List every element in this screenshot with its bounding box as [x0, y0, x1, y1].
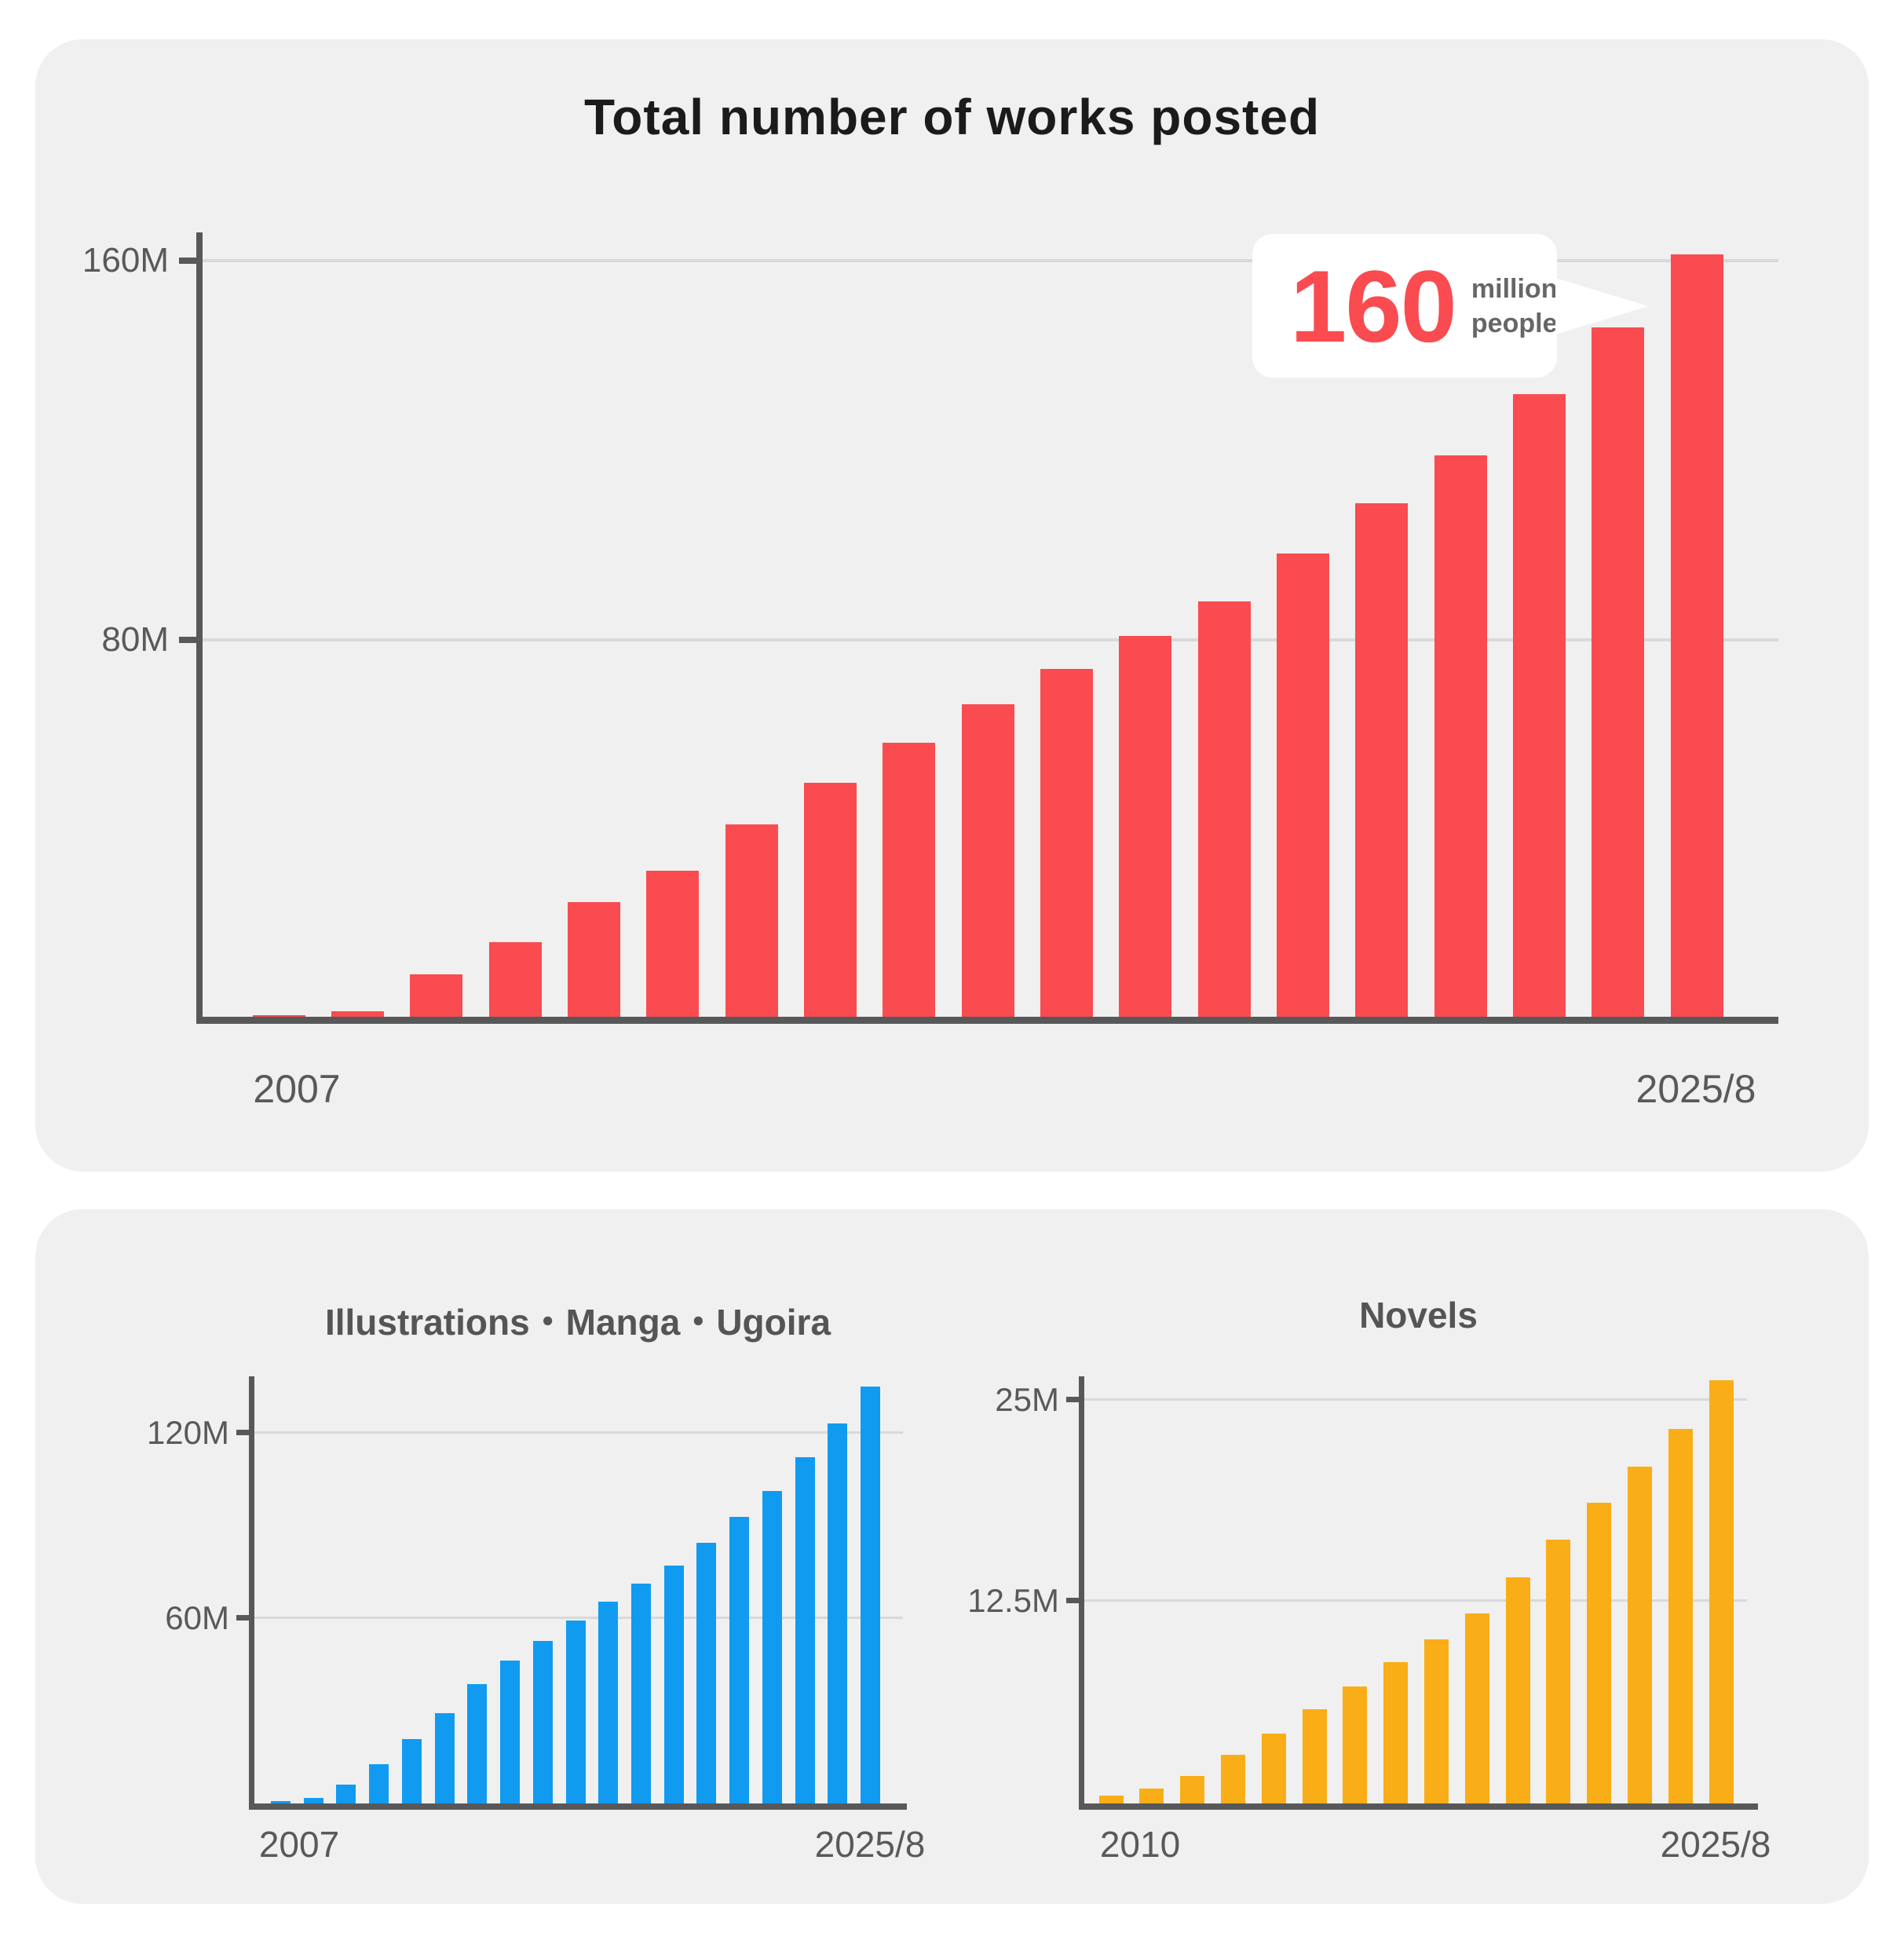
illust-y-axis-line	[249, 1376, 254, 1809]
total-ytick-label-80m: 80M	[101, 620, 169, 659]
illust-tick-60m	[236, 1615, 250, 1621]
illust-bar-plot	[251, 1376, 904, 1803]
novels-tick-25m	[1066, 1397, 1080, 1402]
novels-bar-2022	[1587, 1502, 1612, 1803]
novels-bar-2025/8	[1708, 1380, 1734, 1803]
novels-bar-2023	[1627, 1467, 1652, 1803]
novels-bar-2020	[1505, 1577, 1530, 1803]
total-bar-2022	[1434, 455, 1487, 1017]
illust-ytick-label-120m: 120M	[146, 1414, 229, 1451]
total-bar-2010	[488, 942, 542, 1017]
novels-y-axis-line	[1079, 1376, 1084, 1809]
total-bar-2020	[1277, 554, 1330, 1017]
illust-chart-title: Illustrations・Manga・Ugoira	[324, 1302, 831, 1343]
illust-xtick-label-last: 2025/8	[814, 1824, 926, 1865]
novels-bar-2015	[1302, 1708, 1327, 1803]
illust-bar-2008	[303, 1797, 323, 1803]
illust-bar-2025/8	[861, 1387, 881, 1803]
novels-gridline-25m	[1084, 1398, 1747, 1401]
illust-bar-2011	[401, 1738, 422, 1803]
total-bar-2014	[803, 782, 857, 1017]
novels-xtick-label-last: 2025/8	[1660, 1824, 1771, 1865]
novels-bar-2024	[1668, 1429, 1693, 1803]
novels-bar-2016	[1343, 1686, 1368, 1803]
novels-bar-2011	[1139, 1789, 1164, 1803]
total-bar-2013	[725, 824, 778, 1017]
illust-bar-2023	[795, 1456, 815, 1803]
illust-bar-2015	[532, 1640, 553, 1803]
total-bar-2025/8	[1670, 254, 1723, 1017]
novels-bar-2014	[1261, 1733, 1286, 1803]
total-bar-2007	[252, 1015, 305, 1017]
total-bar-2017	[1040, 669, 1093, 1017]
novels-bar-2019	[1464, 1613, 1489, 1803]
novels-bar-2021	[1546, 1540, 1571, 1803]
illust-bar-2009	[336, 1785, 356, 1803]
illust-xtick-label-first: 2007	[258, 1824, 340, 1865]
novels-xtick-label-first: 2010	[1099, 1824, 1181, 1865]
illust-bar-2012	[434, 1713, 455, 1803]
illust-bar-2013	[467, 1684, 488, 1803]
novels-ytick-label-12-5m: 12.5M	[967, 1582, 1059, 1619]
illust-bar-2016	[565, 1620, 586, 1803]
novels-chart-title: Novels	[1359, 1295, 1478, 1336]
total-tick-80m	[179, 637, 197, 643]
total-ytick-label-160m: 160M	[82, 241, 169, 280]
total-bar-2021	[1355, 502, 1409, 1017]
novels-bar-2012	[1180, 1775, 1205, 1803]
illust-bar-2021	[729, 1517, 750, 1803]
illust-bar-2020	[696, 1543, 717, 1803]
callout-pointer-tail	[1555, 277, 1648, 334]
callout-unit-line1: million	[1471, 273, 1558, 304]
illust-bar-2019	[663, 1566, 684, 1803]
novels-tick-12-5m	[1066, 1598, 1080, 1603]
main-chart-title: Total number of works posted	[583, 89, 1321, 145]
total-tick-160m	[179, 258, 197, 264]
total-bar-2012	[646, 870, 700, 1017]
illust-x-axis-line	[249, 1803, 907, 1810]
illust-bar-2007	[271, 1801, 291, 1803]
illust-bar-2024	[828, 1423, 848, 1803]
novels-bar-2018	[1423, 1639, 1449, 1803]
novels-gridline-12-5m	[1084, 1599, 1747, 1602]
illust-gridline-60m	[254, 1617, 903, 1619]
total-bar-2015	[883, 742, 936, 1017]
total-bar-2024	[1592, 327, 1645, 1017]
illust-bar-2010	[369, 1764, 389, 1803]
total-bar-2016	[961, 704, 1014, 1017]
total-works-bar-plot	[199, 232, 1778, 1017]
illust-gridline-120m	[254, 1431, 903, 1434]
total-x-axis-line	[196, 1017, 1778, 1024]
total-gridline-80m	[203, 638, 1778, 641]
illust-ytick-label-60m: 60M	[165, 1599, 229, 1636]
illust-bar-2017	[598, 1602, 619, 1803]
callout-unit: million people	[1471, 272, 1558, 341]
total-gridline-160m	[203, 259, 1778, 262]
callout-unit-line2: people	[1471, 308, 1558, 338]
callout-bubble: 160 million people	[1252, 234, 1648, 378]
illust-bar-2018	[631, 1584, 652, 1803]
total-bar-2018	[1119, 636, 1172, 1017]
novels-bar-2017	[1383, 1661, 1409, 1803]
illust-tick-120m	[236, 1430, 250, 1435]
callout-value: 160	[1290, 248, 1457, 364]
total-bar-2009	[410, 974, 463, 1017]
novels-ytick-label-25m: 25M	[995, 1381, 1059, 1418]
illust-bar-2014	[500, 1660, 521, 1803]
total-xtick-label-last: 2025/8	[1635, 1067, 1756, 1111]
novels-x-axis-line	[1079, 1803, 1758, 1810]
total-bar-2019	[1197, 601, 1251, 1017]
novels-bar-plot	[1081, 1376, 1756, 1803]
total-xtick-label-first: 2007	[253, 1067, 341, 1111]
total-bar-2023	[1513, 394, 1566, 1017]
novels-bar-2013	[1220, 1754, 1245, 1803]
total-y-axis-line	[196, 232, 203, 1023]
illust-bar-2022	[762, 1490, 782, 1803]
total-bar-2011	[567, 902, 620, 1017]
novels-bar-2010	[1098, 1795, 1124, 1803]
total-bar-2008	[331, 1011, 384, 1017]
